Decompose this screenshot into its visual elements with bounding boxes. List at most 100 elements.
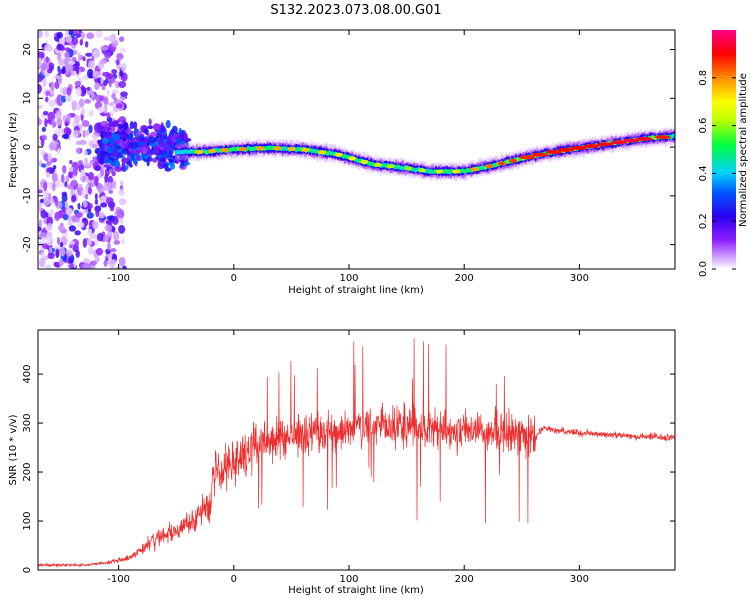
spectrogram-noise-cell — [58, 58, 65, 66]
spectrogram-noise-cell — [95, 208, 100, 218]
spectrogram-noise-cell — [80, 107, 86, 116]
spectrogram-transition-cell — [102, 138, 109, 145]
spectrogram-transition-cell — [161, 163, 169, 169]
spectrogram-y-tick-label: 20 — [22, 43, 33, 56]
spectrogram-noise-cell — [86, 68, 94, 79]
spectrogram-noise-cell — [62, 165, 67, 174]
spectrogram-noise-cell — [71, 179, 78, 186]
spectrogram-noise-cell — [65, 35, 73, 43]
spectrogram-noise-cell — [91, 55, 95, 62]
spectrogram-noise-cell — [118, 256, 126, 267]
spectrogram-noise-cell — [88, 110, 94, 117]
spectrogram-marks — [38, 30, 675, 269]
spectrogram-noise-cell — [98, 95, 105, 102]
spectrogram-transition-cell — [103, 164, 112, 168]
spectrogram-noise-cell — [40, 209, 47, 219]
spectrogram-noise-cell — [66, 86, 72, 96]
spectrogram-noise-cell — [93, 122, 102, 133]
spectrogram-noise-cell — [38, 75, 43, 83]
spectrogram-transition-cell — [129, 121, 134, 130]
spectrogram-transition-cell — [171, 125, 178, 134]
spectrogram-noise-cell — [84, 99, 92, 104]
spectrogram-noise-cell — [63, 126, 71, 135]
spectrogram-noise-cell — [61, 65, 66, 75]
spectrogram-noise-cell — [100, 120, 106, 127]
spectrogram-noise-cell — [118, 198, 127, 206]
spectrogram-noise-cell — [83, 157, 88, 167]
spectrogram-noise-cell — [48, 209, 55, 215]
snr-y-tick-label: 300 — [22, 414, 33, 433]
spectrogram-peak — [373, 162, 382, 167]
spectrogram-transition-cell — [151, 157, 158, 163]
spectrogram-noise-cell — [106, 116, 113, 123]
spectrogram-noise-cell — [41, 135, 48, 141]
spectrogram-noise-cell — [120, 91, 128, 97]
spectrogram-transition-cell — [114, 133, 121, 141]
spectrogram-noise-cell — [119, 70, 124, 77]
spectrogram-noise-cell — [63, 133, 69, 140]
spectrogram-noise-cell — [93, 175, 99, 185]
spectrogram-noise-cell — [54, 211, 62, 220]
spectrogram-noise-cell — [87, 60, 95, 70]
spectrogram-noise-cell — [116, 208, 125, 219]
spectrogram-noise-cell — [48, 192, 52, 202]
spectrogram-transition-cell — [107, 145, 111, 155]
spectrogram-noise-cell — [68, 253, 75, 264]
spectrogram-noise-cell — [57, 147, 61, 155]
spectrogram-noise-cell — [119, 47, 126, 53]
spectrogram-transition-cell — [147, 136, 153, 144]
spectrogram-noise-cell — [106, 112, 111, 118]
spectrogram-noise-cell — [38, 30, 44, 39]
spectrogram-noise-cell — [106, 89, 110, 96]
spectrogram-peak — [318, 150, 327, 155]
spectrogram-noise-cell — [94, 256, 100, 263]
snr-y-axis: 0 100 200 300 400 — [22, 365, 675, 573]
spectrogram-noise-cell — [107, 242, 111, 251]
spectrogram-noise-cell — [68, 225, 77, 232]
spectrogram-noise-cell — [111, 258, 117, 265]
spectrogram-noise-cell — [105, 197, 114, 205]
snr-x-tick-label: 0 — [231, 574, 237, 585]
spectrogram-noise-cell — [52, 157, 58, 163]
spectrogram-noise-cell — [88, 124, 93, 134]
spectrogram-transition-cell — [165, 120, 171, 129]
spectrogram-noise-cell — [111, 170, 116, 177]
spectrogram-noise-cell — [43, 181, 48, 192]
spectrogram-noise-cell — [76, 102, 81, 111]
spectrogram-peak — [435, 169, 444, 174]
spectrogram-noise-cell — [44, 200, 51, 206]
spectrogram-noise-cell — [103, 104, 108, 114]
spectrogram-noise-cell — [64, 201, 69, 209]
spectrogram-transition-cell — [103, 157, 111, 164]
spectrogram-noise-cell — [120, 239, 125, 245]
snr-y-tick-label: 0 — [22, 567, 33, 573]
spectrogram-transition-cell — [152, 123, 161, 131]
snr-x-tick-label: 200 — [455, 574, 474, 585]
spectrogram-noise-cell — [81, 263, 86, 269]
spectrogram-noise-cell — [102, 184, 110, 191]
spectrogram-noise-cell — [71, 62, 78, 72]
spectrogram-noise-cell — [64, 30, 69, 37]
spectrogram-transition-cell — [104, 144, 109, 152]
spectrogram-noise-cell — [108, 189, 114, 194]
spectrogram-noise-cell — [75, 249, 80, 258]
spectrogram-transition-cell — [108, 136, 115, 145]
spectrogram-noise-cell — [88, 245, 94, 255]
spectrogram-peak — [220, 148, 229, 153]
spectrogram-x-tick-label: 0 — [231, 273, 237, 284]
colorbar-gradient — [712, 30, 736, 269]
spectrogram-transition-cell — [146, 157, 150, 167]
spectrogram-noise-cell — [81, 189, 86, 199]
spectrogram-noise-cell — [99, 59, 107, 65]
spectrogram-noise-cell — [71, 194, 77, 203]
spectrogram-noise-cell — [59, 46, 66, 51]
spectrogram-noise-cell — [59, 247, 66, 257]
snr-y-label: SNR (10 * v/v) — [8, 414, 19, 485]
snr-panel: -100 0 100 200 300 0 100 200 300 400 Height of s… — [8, 329, 676, 596]
spectrogram-noise-cell — [74, 80, 82, 87]
spectrogram-noise-cell — [90, 90, 94, 98]
spectrogram-noise-cell — [86, 86, 91, 91]
spectrogram-peak — [583, 144, 600, 149]
spectrogram-transition-cell — [117, 123, 124, 129]
spectrogram-noise-cell — [71, 101, 77, 111]
